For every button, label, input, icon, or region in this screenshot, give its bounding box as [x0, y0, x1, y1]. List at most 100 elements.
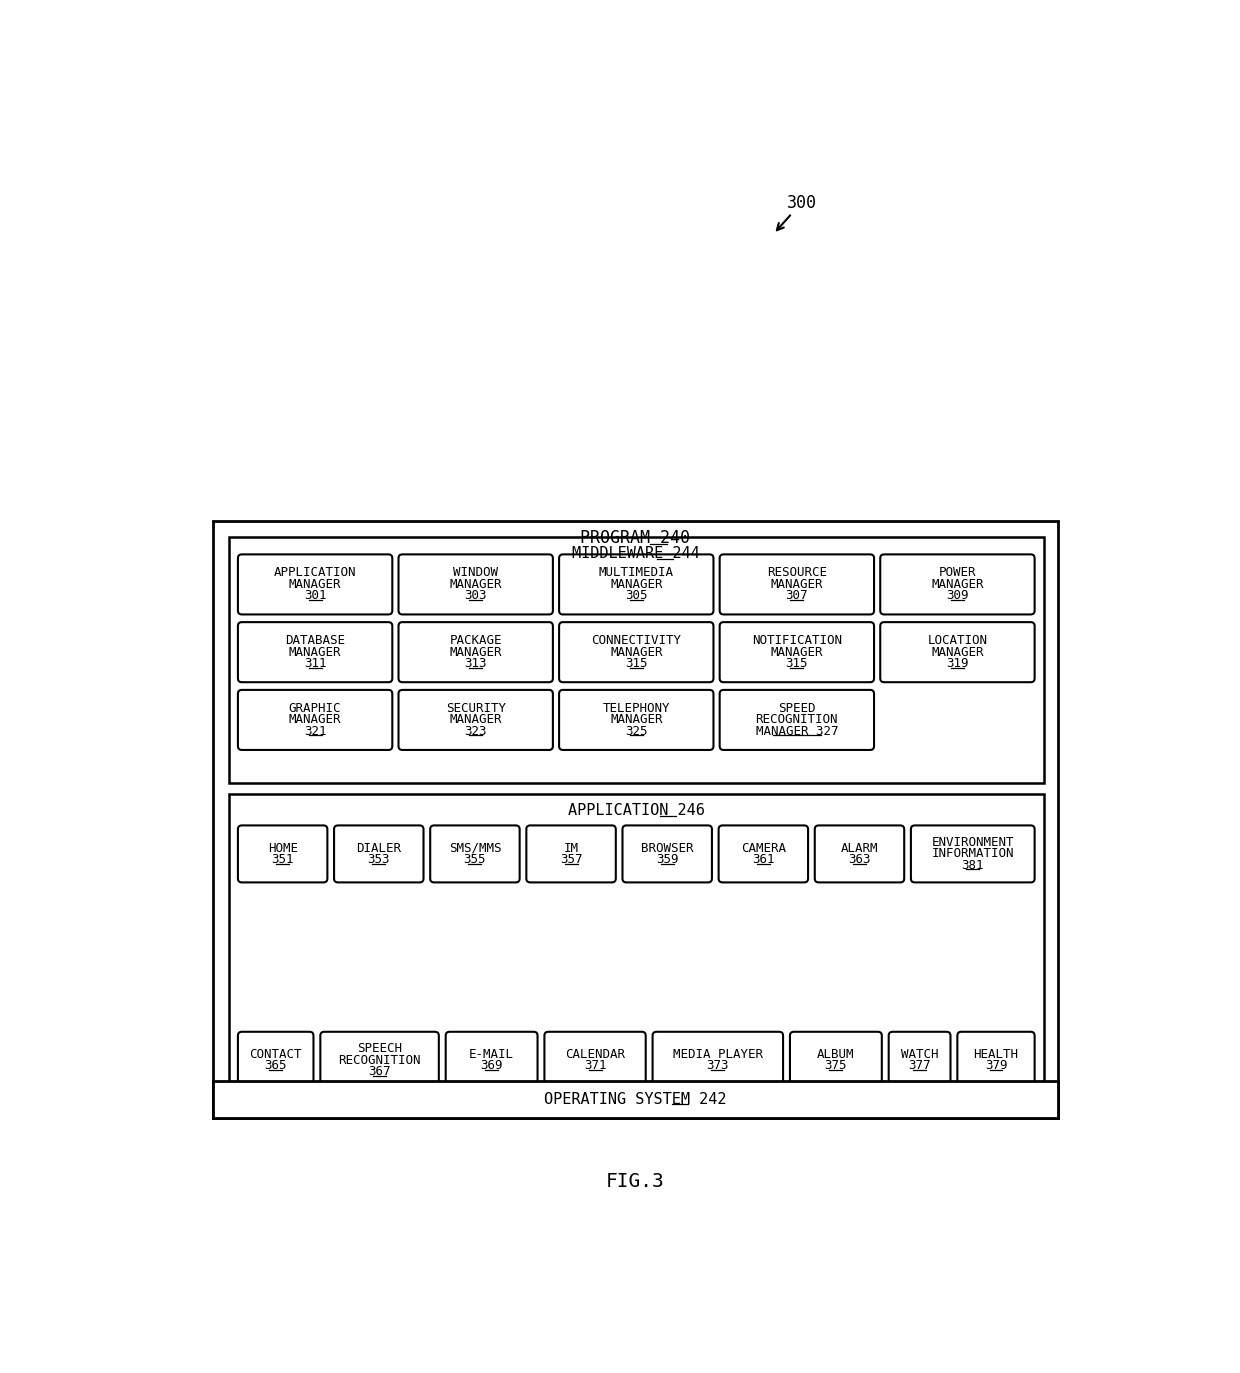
- Text: 363: 363: [848, 853, 870, 866]
- Text: 307: 307: [786, 589, 808, 603]
- Text: 325: 325: [625, 725, 647, 737]
- Text: APPLICATION: APPLICATION: [274, 567, 356, 579]
- Text: 381: 381: [961, 859, 985, 872]
- Bar: [213, 1081, 1058, 1118]
- Text: 300: 300: [787, 194, 817, 213]
- Text: ENVIRONMENT: ENVIRONMENT: [931, 836, 1014, 849]
- Text: BROWSER: BROWSER: [641, 842, 693, 855]
- Text: CONTACT: CONTACT: [249, 1048, 303, 1061]
- FancyBboxPatch shape: [398, 555, 553, 615]
- FancyBboxPatch shape: [238, 622, 392, 682]
- Text: APPLICATION 246: APPLICATION 246: [568, 803, 704, 818]
- Text: 315: 315: [786, 658, 808, 670]
- FancyBboxPatch shape: [880, 622, 1034, 682]
- Text: MANAGER: MANAGER: [770, 578, 823, 590]
- Text: MANAGER: MANAGER: [610, 578, 662, 590]
- FancyBboxPatch shape: [238, 1031, 314, 1089]
- Text: OPERATING SYSTEM 242: OPERATING SYSTEM 242: [544, 1092, 727, 1107]
- FancyBboxPatch shape: [559, 555, 713, 615]
- Text: E-MAIL: E-MAIL: [469, 1048, 515, 1061]
- Text: MANAGER: MANAGER: [931, 645, 983, 659]
- Text: 309: 309: [946, 589, 968, 603]
- FancyBboxPatch shape: [320, 1031, 439, 1089]
- FancyBboxPatch shape: [911, 825, 1034, 883]
- Text: MEDIA PLAYER: MEDIA PLAYER: [673, 1048, 763, 1061]
- Text: 353: 353: [367, 853, 391, 866]
- Text: 371: 371: [584, 1060, 606, 1072]
- Text: 313: 313: [465, 658, 487, 670]
- FancyBboxPatch shape: [398, 622, 553, 682]
- FancyBboxPatch shape: [430, 825, 520, 883]
- Text: PACKAGE: PACKAGE: [449, 634, 502, 647]
- Text: PROGRAM 240: PROGRAM 240: [580, 529, 691, 548]
- Text: MANAGER: MANAGER: [449, 645, 502, 659]
- FancyBboxPatch shape: [719, 825, 808, 883]
- Text: GRAPHIC: GRAPHIC: [289, 702, 341, 715]
- FancyBboxPatch shape: [719, 689, 874, 750]
- FancyBboxPatch shape: [559, 622, 713, 682]
- Text: 355: 355: [464, 853, 486, 866]
- Bar: [228, 537, 1044, 783]
- Text: CONNECTIVITY: CONNECTIVITY: [591, 634, 681, 647]
- Text: ALBUM: ALBUM: [817, 1048, 854, 1061]
- FancyBboxPatch shape: [526, 825, 616, 883]
- Text: MANAGER: MANAGER: [610, 714, 662, 726]
- Text: 365: 365: [264, 1060, 286, 1072]
- Text: MANAGER: MANAGER: [289, 714, 341, 726]
- Text: 377: 377: [909, 1060, 931, 1072]
- FancyBboxPatch shape: [559, 689, 713, 750]
- FancyBboxPatch shape: [957, 1031, 1034, 1089]
- Text: CALENDAR: CALENDAR: [565, 1048, 625, 1061]
- Text: HOME: HOME: [268, 842, 298, 855]
- Text: RECOGNITION: RECOGNITION: [755, 714, 838, 726]
- FancyBboxPatch shape: [815, 825, 904, 883]
- Text: 359: 359: [656, 853, 678, 866]
- Text: MULTIMEDIA: MULTIMEDIA: [599, 567, 673, 579]
- Text: FIG.3: FIG.3: [606, 1173, 665, 1192]
- Text: TELEPHONY: TELEPHONY: [603, 702, 670, 715]
- Text: 367: 367: [368, 1065, 391, 1078]
- FancyBboxPatch shape: [719, 622, 874, 682]
- Text: 305: 305: [625, 589, 647, 603]
- Text: MANAGER 327: MANAGER 327: [755, 725, 838, 737]
- Bar: [228, 794, 1044, 1100]
- Text: 373: 373: [707, 1060, 729, 1072]
- Text: DATABASE: DATABASE: [285, 634, 345, 647]
- Text: MANAGER: MANAGER: [931, 578, 983, 590]
- Text: 321: 321: [304, 725, 326, 737]
- FancyBboxPatch shape: [790, 1031, 882, 1089]
- Text: 375: 375: [825, 1060, 847, 1072]
- FancyBboxPatch shape: [238, 825, 327, 883]
- Text: MIDDLEWARE 244: MIDDLEWARE 244: [573, 546, 701, 562]
- Text: MANAGER: MANAGER: [610, 645, 662, 659]
- Text: SMS/MMS: SMS/MMS: [449, 842, 501, 855]
- Bar: [213, 522, 1058, 1118]
- FancyBboxPatch shape: [544, 1031, 646, 1089]
- Text: SECURITY: SECURITY: [445, 702, 506, 715]
- Text: 379: 379: [985, 1060, 1007, 1072]
- Text: MANAGER: MANAGER: [449, 578, 502, 590]
- FancyBboxPatch shape: [652, 1031, 784, 1089]
- Text: 311: 311: [304, 658, 326, 670]
- FancyBboxPatch shape: [445, 1031, 538, 1089]
- Text: 369: 369: [480, 1060, 503, 1072]
- FancyBboxPatch shape: [719, 555, 874, 615]
- Text: DIALER: DIALER: [356, 842, 402, 855]
- Text: SPEECH: SPEECH: [357, 1042, 402, 1056]
- Text: MANAGER: MANAGER: [770, 645, 823, 659]
- Text: POWER: POWER: [939, 567, 976, 579]
- Text: IM: IM: [563, 842, 579, 855]
- Text: INFORMATION: INFORMATION: [931, 847, 1014, 861]
- Text: WATCH: WATCH: [900, 1048, 939, 1061]
- Text: SPEED: SPEED: [779, 702, 816, 715]
- Text: WINDOW: WINDOW: [453, 567, 498, 579]
- FancyBboxPatch shape: [880, 555, 1034, 615]
- FancyBboxPatch shape: [238, 555, 392, 615]
- Text: MANAGER: MANAGER: [449, 714, 502, 726]
- Text: 323: 323: [465, 725, 487, 737]
- FancyBboxPatch shape: [889, 1031, 951, 1089]
- Text: 303: 303: [465, 589, 487, 603]
- Text: 351: 351: [272, 853, 294, 866]
- Text: 315: 315: [625, 658, 647, 670]
- FancyBboxPatch shape: [398, 689, 553, 750]
